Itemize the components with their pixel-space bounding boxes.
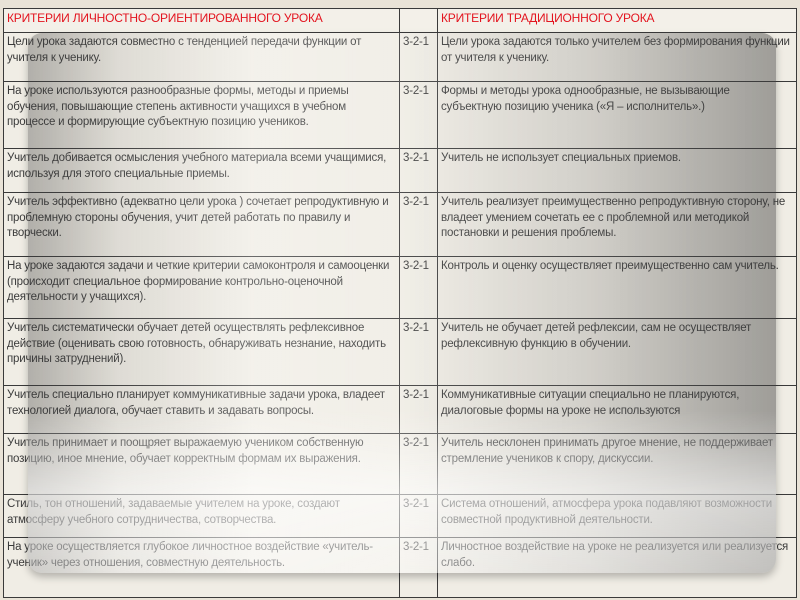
score-cell: 3-2-1 <box>399 32 438 82</box>
traditional-criterion-cell: Учитель реализует преимущественно репрод… <box>437 192 797 257</box>
personal-criterion-cell: Учитель специально планирует коммуникати… <box>3 385 400 434</box>
criteria-table: КРИТЕРИИ ЛИЧНОСТНО-ОРИЕНТИРОВАННОГО УРОК… <box>3 8 797 598</box>
table-row: Учитель систематически обучает детей осу… <box>3 318 797 386</box>
traditional-criterion-cell: Система отношений, атмосфера урока подав… <box>437 494 797 538</box>
personal-criterion-cell: Учитель добивается осмысления учебного м… <box>3 148 400 193</box>
personal-criterion-cell: Учитель систематически обучает детей осу… <box>3 318 400 386</box>
score-cell: 3-2-1 <box>399 494 438 538</box>
table-row: На уроке используются разнообразные форм… <box>3 81 797 149</box>
score-cell: 3-2-1 <box>399 81 438 149</box>
score-cell: 3-2-1 <box>399 433 438 495</box>
table-row: На уроке задаются задачи и четкие критер… <box>3 256 797 319</box>
personal-criterion-cell: На уроке задаются задачи и четкие критер… <box>3 256 400 319</box>
table-header-row: КРИТЕРИИ ЛИЧНОСТНО-ОРИЕНТИРОВАННОГО УРОК… <box>3 8 797 33</box>
personal-criterion-cell: Учитель эффективно (адекватно цели урока… <box>3 192 400 257</box>
header-personal-criteria: КРИТЕРИИ ЛИЧНОСТНО-ОРИЕНТИРОВАННОГО УРОК… <box>3 8 400 33</box>
table-row: На уроке осуществляется глубокое личност… <box>3 537 797 598</box>
table-row: Стиль, тон отношений, задаваемые учителе… <box>3 494 797 538</box>
personal-criterion-cell: На уроке осуществляется глубокое личност… <box>3 537 400 598</box>
traditional-criterion-cell: Формы и методы урока однообразные, не вы… <box>437 81 797 149</box>
traditional-criterion-cell: Контроль и оценку осуществляет преимущес… <box>437 256 797 319</box>
score-cell: 3-2-1 <box>399 385 438 434</box>
score-cell: 3-2-1 <box>399 256 438 319</box>
score-cell: 3-2-1 <box>399 318 438 386</box>
header-traditional-criteria: КРИТЕРИИ ТРАДИЦИОННОГО УРОКА <box>437 8 797 33</box>
traditional-criterion-cell: Цели урока задаются только учителем без … <box>437 32 797 82</box>
personal-criterion-cell: Цели урока задаются совместно с тенденци… <box>3 32 400 82</box>
personal-criterion-cell: Учитель принимает и поощряет выражаемую … <box>3 433 400 495</box>
traditional-criterion-cell: Учитель не обучает детей рефлексии, сам … <box>437 318 797 386</box>
table-row: Цели урока задаются совместно с тенденци… <box>3 32 797 82</box>
table-row: Учитель эффективно (адекватно цели урока… <box>3 192 797 257</box>
table-row: Учитель принимает и поощряет выражаемую … <box>3 433 797 495</box>
table-row: Учитель добивается осмысления учебного м… <box>3 148 797 193</box>
traditional-criterion-cell: Учитель не использует специальных приемо… <box>437 148 797 193</box>
score-cell: 3-2-1 <box>399 192 438 257</box>
table-row: Учитель специально планирует коммуникати… <box>3 385 797 434</box>
personal-criterion-cell: На уроке используются разнообразные форм… <box>3 81 400 149</box>
traditional-criterion-cell: Личностное воздействие на уроке не реали… <box>437 537 797 598</box>
personal-criterion-cell: Стиль, тон отношений, задаваемые учителе… <box>3 494 400 538</box>
traditional-criterion-cell: Учитель несклонен принимать другое мнени… <box>437 433 797 495</box>
header-score <box>399 8 438 33</box>
score-cell: 3-2-1 <box>399 148 438 193</box>
score-cell: 3-2-1 <box>399 537 438 598</box>
traditional-criterion-cell: Коммуникативные ситуации специально не п… <box>437 385 797 434</box>
